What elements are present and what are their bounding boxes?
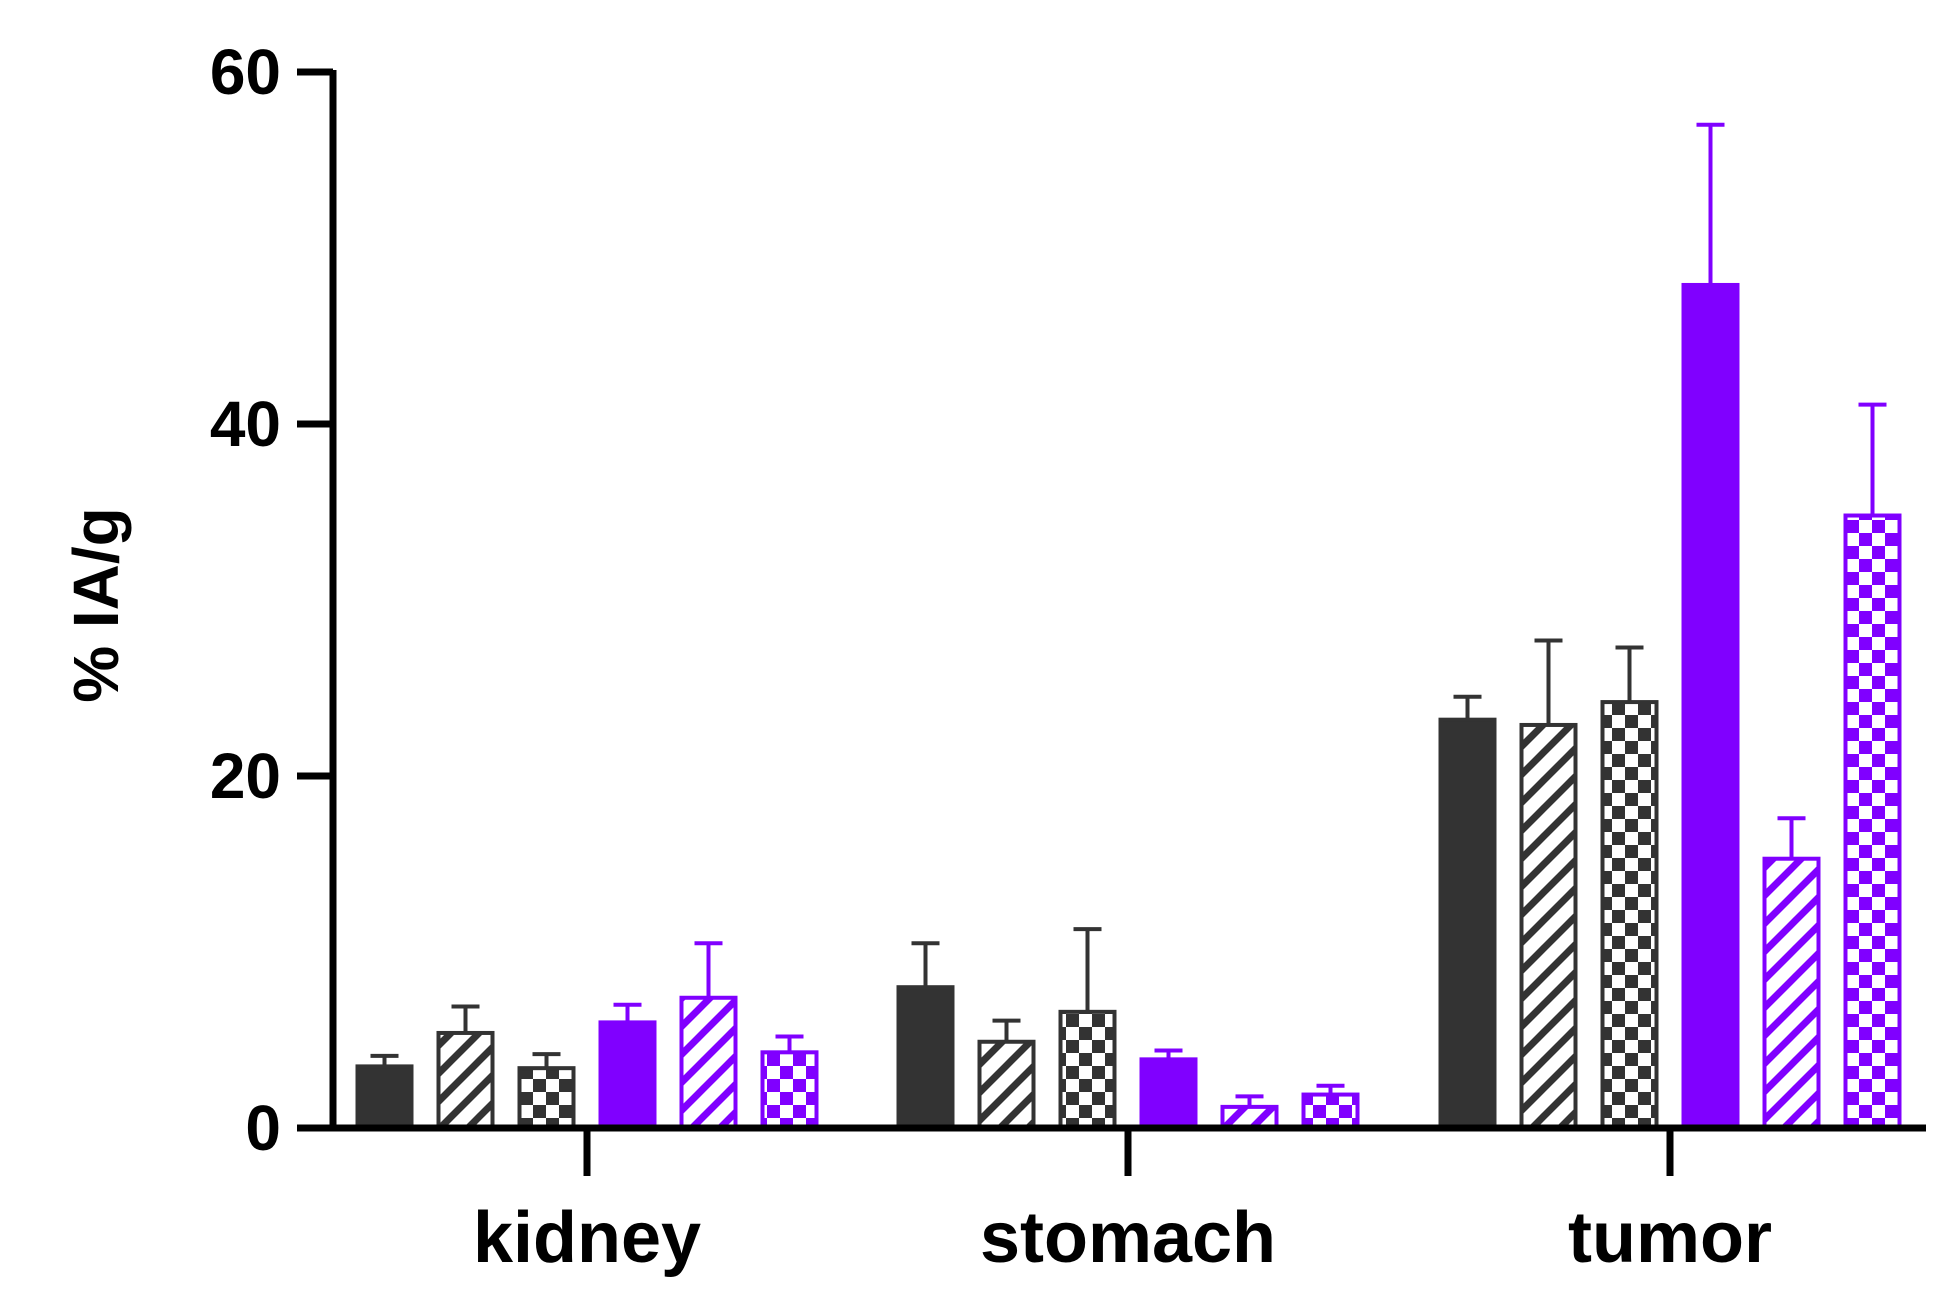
bar-kidney-2 [436,1030,495,1130]
bar-tumor-4 [1681,282,1740,1130]
bar-tumor-5 [1762,856,1821,1130]
bar-stomach-6 [1301,1092,1360,1131]
bar-stomach-3 [1058,1009,1117,1131]
bar-kidney-5 [679,995,738,1131]
bar-tumor-6 [1843,513,1902,1130]
y-tick-label-20: 20 [210,740,281,812]
y-tick-label-0: 0 [245,1092,281,1164]
x-tick-label-tumor: tumor [1568,1198,1772,1278]
x-tick-label-stomach: stomach [980,1198,1276,1278]
bar-kidney-6 [760,1050,819,1130]
bar-tumor-1 [1438,717,1497,1130]
bar-tumor-2 [1519,722,1578,1131]
y-axis-label: % IA/g [60,507,132,703]
y-tick-label-40: 40 [210,388,281,460]
bar-stomach-4 [1139,1057,1198,1130]
bar-tumor-3 [1600,700,1659,1131]
x-tick-label-kidney: kidney [473,1198,701,1278]
bar-kidney-1 [355,1064,414,1131]
bar-kidney-3 [517,1066,576,1131]
bars-layer [355,122,1902,1131]
bar-kidney-4 [598,1020,657,1131]
axes-layer: 0 20 40 60 kidney stomach tumor [210,36,1926,1278]
y-tick-label-60: 60 [210,36,281,108]
bar-stomach-2 [977,1039,1036,1131]
bar-stomach-1 [896,985,955,1131]
